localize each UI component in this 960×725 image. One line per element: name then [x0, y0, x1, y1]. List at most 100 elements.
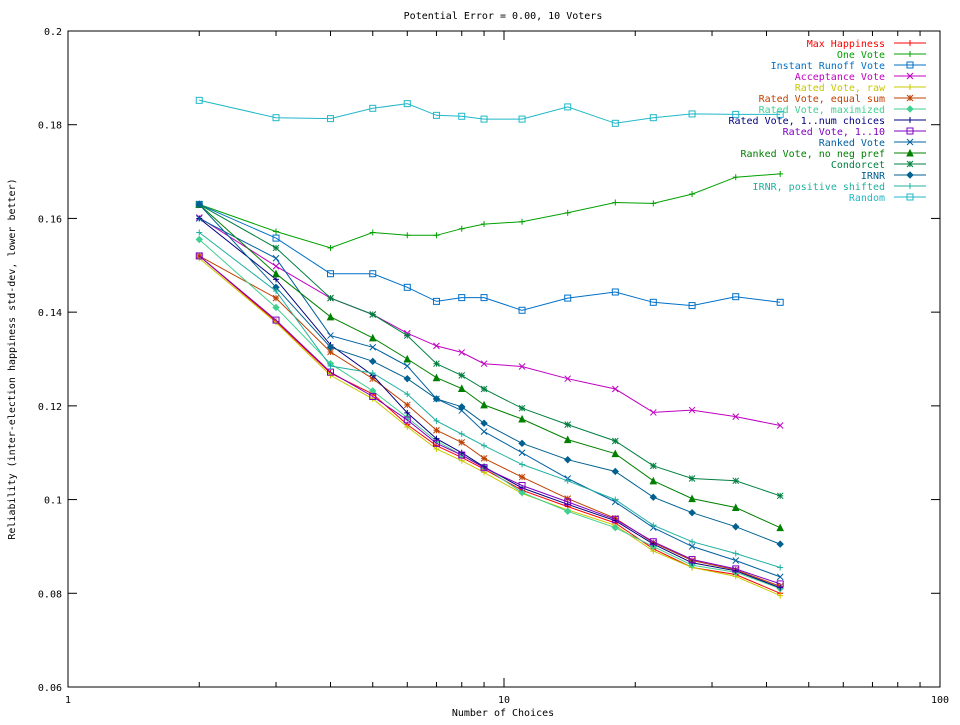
data-point	[906, 105, 914, 113]
data-point	[195, 200, 203, 209]
data-point	[776, 523, 785, 532]
data-point	[564, 456, 572, 464]
data-point	[403, 362, 411, 370]
data-point	[732, 174, 739, 181]
data-point	[433, 360, 440, 368]
x-axis-label: Number of Choices	[452, 708, 554, 719]
data-point	[404, 232, 411, 239]
data-point	[481, 442, 488, 449]
data-point	[272, 244, 280, 252]
data-point	[480, 400, 488, 409]
legend-label: IRNR, positive shifted	[753, 182, 885, 193]
data-point	[688, 494, 696, 503]
data-point	[689, 538, 696, 545]
data-point	[480, 454, 488, 462]
legend-item: Rated Vote, equal sum	[759, 94, 926, 105]
data-point	[369, 104, 377, 112]
data-point	[518, 488, 526, 497]
data-point	[564, 375, 572, 383]
data-point	[369, 270, 377, 278]
data-point	[907, 40, 913, 46]
data-point	[731, 503, 740, 512]
data-point	[368, 333, 377, 342]
data-point	[688, 508, 696, 517]
data-point	[649, 409, 657, 416]
series-ranked-vote-no-neg-pref	[195, 200, 785, 532]
data-point	[564, 421, 572, 428]
data-point	[458, 112, 466, 120]
data-point	[457, 384, 466, 393]
data-point	[906, 72, 914, 80]
data-point	[403, 401, 411, 409]
data-point	[272, 269, 280, 278]
data-point	[563, 435, 572, 444]
data-point	[432, 111, 440, 119]
series-condorcet	[195, 201, 784, 500]
x-tick-label: 1	[65, 695, 71, 706]
data-point	[732, 477, 740, 485]
data-point	[480, 385, 488, 393]
data-point	[689, 191, 696, 198]
data-point	[907, 117, 913, 123]
data-point	[611, 449, 620, 458]
data-point	[480, 115, 488, 123]
legend-label: Rated Vote, 1..num choices	[728, 116, 885, 127]
data-point	[195, 96, 203, 104]
data-point	[327, 244, 334, 251]
data-point	[518, 449, 526, 457]
legend-item: Rated Vote, 1..num choices	[728, 116, 926, 127]
data-point	[273, 288, 280, 295]
legend-label: One Vote	[837, 50, 885, 61]
data-point	[326, 115, 334, 123]
data-point	[906, 160, 914, 168]
data-point	[688, 475, 696, 482]
x-tick-label: 100	[931, 695, 949, 706]
data-point	[611, 467, 620, 476]
data-point	[458, 225, 465, 232]
data-point	[326, 343, 335, 351]
data-point	[906, 61, 914, 69]
data-point	[564, 477, 571, 484]
data-point	[403, 100, 411, 108]
data-point	[369, 343, 377, 351]
data-point	[272, 234, 280, 242]
data-point	[906, 193, 914, 201]
data-point	[777, 564, 784, 571]
data-point	[776, 422, 784, 429]
data-point	[650, 200, 657, 207]
series-layer	[195, 96, 785, 599]
data-point	[732, 557, 740, 564]
data-point	[433, 426, 440, 434]
data-point	[650, 522, 657, 529]
data-point	[518, 115, 526, 123]
data-point	[272, 294, 280, 302]
legend-label: Random	[849, 193, 885, 204]
data-point	[195, 252, 203, 260]
data-point	[612, 496, 619, 503]
y-tick-label: 0.06	[38, 683, 62, 694]
data-point	[776, 573, 784, 581]
legend-label: Rated Vote, maximized	[759, 105, 885, 116]
series-line	[199, 99, 781, 124]
data-point	[327, 363, 334, 370]
data-point	[433, 342, 440, 350]
data-point	[688, 302, 696, 310]
data-point	[564, 507, 572, 515]
data-point	[688, 406, 696, 414]
legend-label: Rated Vote, equal sum	[759, 94, 885, 105]
y-tick-label: 0.2	[44, 27, 62, 38]
data-point	[776, 492, 784, 500]
data-point	[688, 543, 696, 550]
legend-label: Condorcet	[831, 160, 885, 171]
data-point	[564, 103, 572, 111]
data-point	[432, 439, 440, 447]
data-point	[327, 294, 334, 302]
data-point	[369, 370, 376, 377]
data-point	[732, 413, 740, 420]
legend-label: Ranked Vote	[819, 138, 885, 149]
data-point	[403, 332, 411, 339]
data-point	[480, 464, 488, 472]
data-point	[272, 254, 280, 262]
legend-item: Instant Runoff Vote	[771, 61, 926, 72]
